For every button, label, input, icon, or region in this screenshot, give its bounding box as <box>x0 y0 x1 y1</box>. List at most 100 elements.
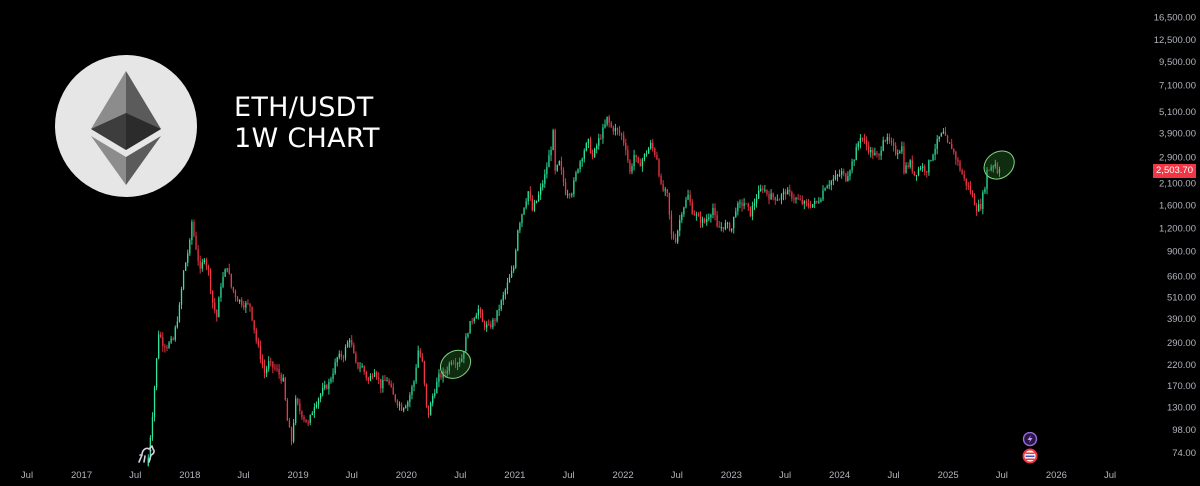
candle-body <box>695 214 698 216</box>
candle-body <box>340 353 343 358</box>
candle-body <box>753 203 756 206</box>
candle-body <box>180 288 183 305</box>
candle-body <box>174 327 176 340</box>
x-tick-label: Jul <box>671 470 683 481</box>
candle-body <box>957 159 959 162</box>
candle-body <box>380 378 382 389</box>
candle-body <box>816 201 818 203</box>
y-tick-label: 2,900.00 <box>1159 152 1196 163</box>
candle-body <box>438 373 440 382</box>
candle-body <box>587 138 590 144</box>
candle-body <box>278 368 280 375</box>
candle-body <box>959 161 961 171</box>
candle-body <box>521 214 523 224</box>
candle-body <box>299 403 301 412</box>
candle-body <box>880 150 882 156</box>
candle-body <box>510 270 513 278</box>
candle-body <box>899 151 901 154</box>
candle-body <box>311 413 313 416</box>
candle-body <box>317 398 320 405</box>
candle-body <box>398 404 401 406</box>
candle-body <box>793 198 795 200</box>
candle-body <box>425 383 428 406</box>
candle-body <box>766 189 768 195</box>
candle-body <box>948 142 951 144</box>
candle-body <box>556 164 558 171</box>
candle-body <box>978 204 980 212</box>
candle-body <box>884 140 886 142</box>
candle-body <box>373 372 376 377</box>
time-axis[interactable]: Jul 2017 Jul 2018 Jul 2019 Jul 2020 Jul 2021 Jul 20… <box>21 470 1116 481</box>
events-markers[interactable] <box>1021 431 1039 471</box>
candle-body <box>411 386 413 396</box>
candle-body <box>652 142 654 149</box>
candle-body <box>762 188 764 190</box>
candle-body <box>147 457 149 466</box>
y-tick-label: 220.00 <box>1167 360 1196 371</box>
candle-body <box>220 286 222 298</box>
lightning-event-icon <box>1022 431 1038 447</box>
candle-body <box>216 309 218 318</box>
y-tick-label: 7,100.00 <box>1159 80 1196 91</box>
candle-body <box>799 199 801 201</box>
candle-body <box>440 373 442 378</box>
candle-body <box>560 161 563 171</box>
candle-body <box>558 161 560 165</box>
x-tick-label: 2025 <box>938 470 959 481</box>
x-tick-label: 2021 <box>504 470 525 481</box>
candle-body <box>203 259 205 263</box>
y-tick-label: 290.00 <box>1167 338 1196 349</box>
candle-body <box>477 308 480 316</box>
candle-body <box>527 191 529 202</box>
price-axis[interactable]: 16,500.00 12,500.00 9,500.00 7,100.00 5,100.… <box>1154 12 1196 458</box>
y-tick-label: 130.00 <box>1167 402 1196 413</box>
candle-body <box>654 148 656 156</box>
candle-body <box>589 138 592 154</box>
candle-body <box>529 191 531 199</box>
candle-body <box>479 308 482 314</box>
candle-body <box>261 359 264 365</box>
candle-body <box>938 136 940 140</box>
x-tick-label: Jul <box>562 470 574 481</box>
x-tick-label: 2024 <box>829 470 850 481</box>
x-tick-label: 2026 <box>1046 470 1067 481</box>
candle-body <box>185 262 187 271</box>
candle-body <box>747 203 749 207</box>
candle-body <box>876 152 878 154</box>
candle-body <box>429 403 432 416</box>
candle-body <box>523 207 525 215</box>
candle-body <box>963 174 965 179</box>
y-tick-label: 900.00 <box>1167 247 1196 258</box>
candle-body <box>641 159 644 167</box>
candle-body <box>994 163 996 167</box>
candle-body <box>919 168 922 170</box>
candle-body <box>614 128 617 132</box>
candle-body <box>708 217 710 220</box>
x-tick-label: 2022 <box>613 470 634 481</box>
candle-body <box>400 404 403 411</box>
candle-body <box>643 153 646 160</box>
candle-body <box>645 153 648 155</box>
candle-body <box>683 207 685 215</box>
candle-body <box>369 375 372 381</box>
candle-body <box>392 387 394 395</box>
tradingview-logo-icon[interactable] <box>136 443 158 470</box>
candle-body <box>861 137 864 140</box>
y-tick-label: 3,900.00 <box>1159 129 1196 140</box>
candle-body <box>596 145 598 149</box>
candle-body <box>465 336 467 352</box>
chart-title-line-2: 1W CHART <box>234 123 380 154</box>
y-tick-label: 510.00 <box>1167 292 1196 303</box>
x-tick-label: 2019 <box>287 470 308 481</box>
candle-body <box>241 299 243 306</box>
candle-body <box>263 364 266 374</box>
candle-body <box>332 373 334 379</box>
candle-body <box>722 227 724 230</box>
candle-body <box>544 174 546 184</box>
candle-body <box>164 346 166 348</box>
candle-body <box>782 191 785 195</box>
candle-body <box>789 189 791 192</box>
candle-body <box>693 214 695 216</box>
candle-body <box>677 230 679 243</box>
